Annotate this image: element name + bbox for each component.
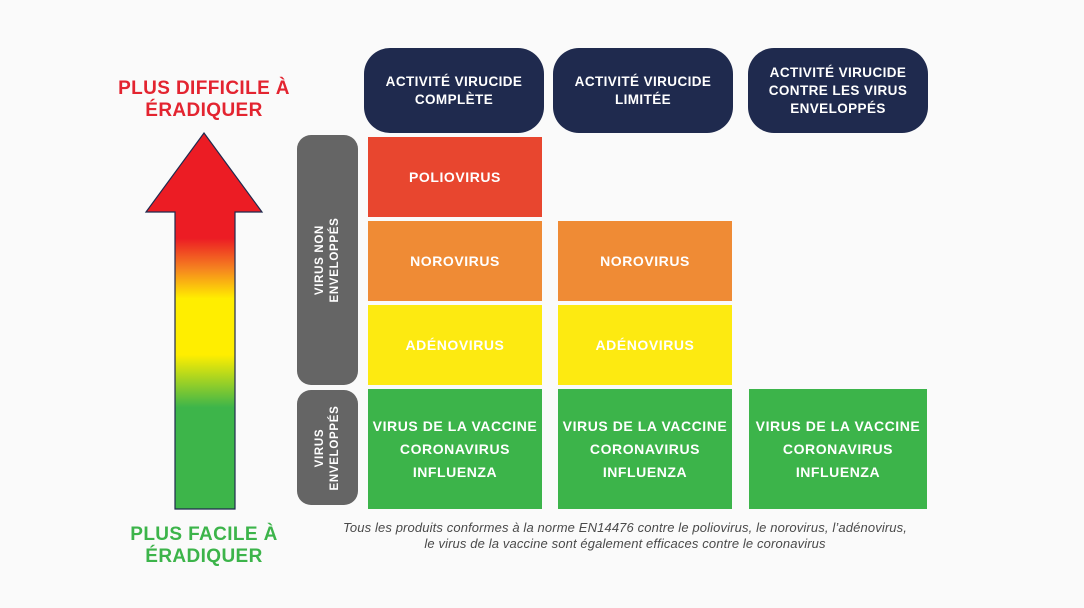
harder-to-eradicate-label: PLUS DIFFICILE À ÉRADIQUER bbox=[118, 78, 290, 121]
column-header-label: ACTIVITÉ VIRUCIDE COMPLÈTE bbox=[385, 73, 523, 107]
cell-label: VIRUS DE LA VACCINE CORONAVIRUS INFLUENZ… bbox=[755, 417, 921, 480]
column-header-activite-enveloppes: ACTIVITÉ VIRUCIDE CONTRE LES VIRUS ENVEL… bbox=[748, 48, 928, 133]
cell-label: VIRUS DE LA VACCINE CORONAVIRUS INFLUENZ… bbox=[562, 417, 728, 480]
column-header-activite-complete: ACTIVITÉ VIRUCIDE COMPLÈTE bbox=[364, 48, 544, 133]
cell-label: NOROVIRUS bbox=[600, 253, 690, 269]
cell-adenovirus-col2: ADÉNOVIRUS bbox=[558, 305, 732, 385]
cell-enveloped-viruses-col2: VIRUS DE LA VACCINE CORONAVIRUS INFLUENZ… bbox=[558, 389, 732, 509]
cell-enveloped-viruses-col1: VIRUS DE LA VACCINE CORONAVIRUS INFLUENZ… bbox=[368, 389, 542, 509]
cell-label: ADÉNOVIRUS bbox=[595, 337, 695, 353]
cell-poliovirus: POLIOVIRUS bbox=[368, 137, 542, 217]
cell-label: NOROVIRUS bbox=[410, 253, 500, 269]
side-label-virus-enveloppes: VIRUS ENVELOPPÉS bbox=[297, 390, 358, 505]
cell-adenovirus-col1: ADÉNOVIRUS bbox=[368, 305, 542, 385]
difficulty-gradient-arrow-icon bbox=[144, 132, 264, 510]
footnote: Tous les produits conformes à la norme E… bbox=[342, 520, 908, 551]
column-header-label: ACTIVITÉ VIRUCIDE LIMITÉE bbox=[574, 73, 712, 107]
cell-norovirus-col1: NOROVIRUS bbox=[368, 221, 542, 301]
cell-norovirus-col2: NOROVIRUS bbox=[558, 221, 732, 301]
column-header-label: ACTIVITÉ VIRUCIDE CONTRE LES VIRUS ENVEL… bbox=[768, 64, 908, 116]
cell-label: VIRUS DE LA VACCINE CORONAVIRUS INFLUENZ… bbox=[372, 417, 538, 480]
cell-label: ADÉNOVIRUS bbox=[405, 337, 505, 353]
column-header-activite-limitee: ACTIVITÉ VIRUCIDE LIMITÉE bbox=[553, 48, 733, 133]
side-label-virus-non-enveloppes: VIRUS NON ENVELOPPÉS bbox=[297, 135, 358, 385]
easier-to-eradicate-label: PLUS FACILE À ÉRADIQUER bbox=[130, 524, 278, 567]
cell-label: POLIOVIRUS bbox=[409, 169, 501, 185]
cell-enveloped-viruses-col3: VIRUS DE LA VACCINE CORONAVIRUS INFLUENZ… bbox=[749, 389, 927, 509]
